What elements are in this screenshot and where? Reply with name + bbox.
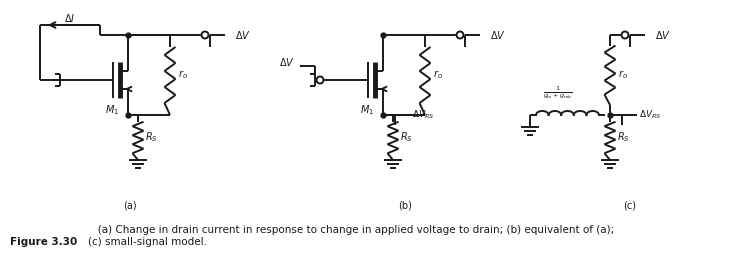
Text: (b): (b)	[398, 200, 412, 210]
Text: $R_S$: $R_S$	[144, 130, 157, 144]
Circle shape	[201, 32, 209, 39]
Circle shape	[456, 32, 464, 39]
Text: $\Delta V$: $\Delta V$	[655, 29, 671, 41]
Text: $\Delta V_{RS}$: $\Delta V_{RS}$	[412, 109, 435, 121]
Text: $\Delta I$: $\Delta I$	[64, 12, 76, 24]
Text: $R_S$: $R_S$	[616, 130, 629, 144]
Text: $\Delta V$: $\Delta V$	[235, 29, 251, 41]
Text: $M_1$: $M_1$	[360, 103, 374, 117]
Text: (a): (a)	[123, 200, 137, 210]
Circle shape	[316, 76, 323, 84]
Text: $\frac{1}{g_m+g_{mb}}$: $\frac{1}{g_m+g_{mb}}$	[543, 85, 573, 101]
Text: $R_S$: $R_S$	[399, 130, 412, 144]
Circle shape	[622, 32, 628, 39]
Text: $r_o$: $r_o$	[618, 69, 628, 81]
Text: $r_o$: $r_o$	[178, 69, 188, 81]
Text: (c): (c)	[624, 200, 637, 210]
Text: $M_1$: $M_1$	[105, 103, 119, 117]
Text: $r_o$: $r_o$	[433, 69, 443, 81]
Text: $\Delta V$: $\Delta V$	[490, 29, 506, 41]
Text: $\Delta V$: $\Delta V$	[279, 56, 295, 68]
Text: (a) Change in drain current in response to change in applied voltage to drain; (: (a) Change in drain current in response …	[88, 225, 614, 247]
Text: Figure 3.30: Figure 3.30	[10, 237, 77, 247]
Text: $\Delta V_{RS}$: $\Delta V_{RS}$	[639, 109, 661, 121]
